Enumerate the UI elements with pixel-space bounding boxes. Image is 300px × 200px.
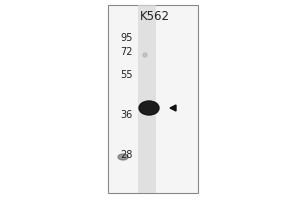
Ellipse shape [143,53,147,57]
Text: 28: 28 [121,150,133,160]
Polygon shape [170,105,176,111]
Text: 36: 36 [121,110,133,120]
Text: 55: 55 [121,70,133,80]
Bar [138,5,156,193]
Text: 95: 95 [121,33,133,43]
Ellipse shape [139,101,159,115]
Bar [108,5,198,193]
Ellipse shape [118,154,128,160]
Text: 72: 72 [121,47,133,57]
Text: K562: K562 [140,9,170,22]
